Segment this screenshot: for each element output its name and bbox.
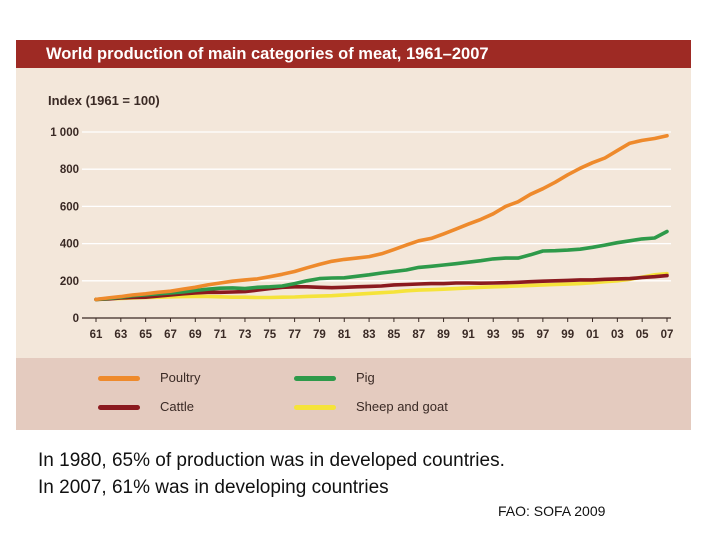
legend-swatch-sheep-goat bbox=[294, 405, 336, 410]
x-tick-label: 91 bbox=[462, 329, 475, 341]
x-tick-label: 79 bbox=[313, 329, 326, 341]
y-tick-label: 400 bbox=[60, 239, 79, 251]
x-tick-label: 73 bbox=[239, 329, 252, 341]
legend-swatch-poultry bbox=[98, 376, 140, 381]
line-chart: Index (1961 = 100) 0 200 400 600 800 1 000 61 63… bbox=[48, 93, 674, 341]
y-tick-label: 600 bbox=[60, 201, 79, 213]
x-tick-label: 89 bbox=[437, 329, 450, 341]
legend-label-pig: Pig bbox=[356, 370, 375, 385]
series-line-sheep-and-goat bbox=[94, 271, 669, 302]
x-tick-label: 87 bbox=[412, 329, 425, 341]
caption: In 1980, 65% of production was in develo… bbox=[38, 447, 505, 501]
y-tick-label: 200 bbox=[60, 276, 79, 288]
series-line-pig bbox=[94, 229, 669, 302]
chart-title: World production of main categories of m… bbox=[16, 40, 691, 68]
chart-figure: World production of main categories of m… bbox=[16, 40, 691, 430]
x-tick-label: 81 bbox=[338, 329, 351, 341]
x-tick-label: 01 bbox=[586, 329, 599, 341]
x-tick-label: 99 bbox=[561, 329, 574, 341]
x-tick-label: 63 bbox=[114, 329, 127, 341]
x-tick-label: 77 bbox=[288, 329, 301, 341]
legend-label-poultry: Poultry bbox=[160, 370, 201, 385]
y-tick-label: 1 000 bbox=[50, 127, 79, 139]
legend-label-cattle: Cattle bbox=[160, 399, 194, 414]
x-tick-label: 93 bbox=[487, 329, 500, 341]
caption-line-2: In 2007, 61% was in developing countries bbox=[38, 477, 389, 498]
series-line-cattle bbox=[94, 273, 669, 302]
x-tick-label: 85 bbox=[388, 329, 401, 341]
x-tick-label: 69 bbox=[189, 329, 202, 341]
y-tick-label: 800 bbox=[60, 164, 79, 176]
x-tick-label: 83 bbox=[363, 329, 376, 341]
x-tick-label: 05 bbox=[636, 329, 649, 341]
x-tick-label: 71 bbox=[214, 329, 227, 341]
x-tick-label: 61 bbox=[90, 329, 103, 341]
legend-swatch-cattle bbox=[98, 405, 140, 410]
x-tick-label: 67 bbox=[164, 329, 177, 341]
source-credit: FAO: SOFA 2009 bbox=[498, 503, 606, 519]
x-tick-label: 95 bbox=[512, 329, 525, 341]
legend-label-sheep-goat: Sheep and goat bbox=[356, 399, 448, 414]
series-line-poultry bbox=[94, 133, 669, 302]
y-tick-label: 0 bbox=[73, 313, 79, 325]
y-axis-label: Index (1961 = 100) bbox=[48, 93, 160, 108]
x-tick-label: 07 bbox=[661, 329, 674, 341]
x-tick-label: 97 bbox=[536, 329, 549, 341]
x-tick-label: 03 bbox=[611, 329, 624, 341]
x-tick-label: 65 bbox=[139, 329, 152, 341]
legend-swatch-pig bbox=[294, 376, 336, 381]
x-tick-label: 75 bbox=[263, 329, 276, 341]
legend: Poultry Pig Cattle Sheep and goat bbox=[16, 358, 691, 430]
caption-line-1: In 1980, 65% of production was in develo… bbox=[38, 450, 505, 471]
